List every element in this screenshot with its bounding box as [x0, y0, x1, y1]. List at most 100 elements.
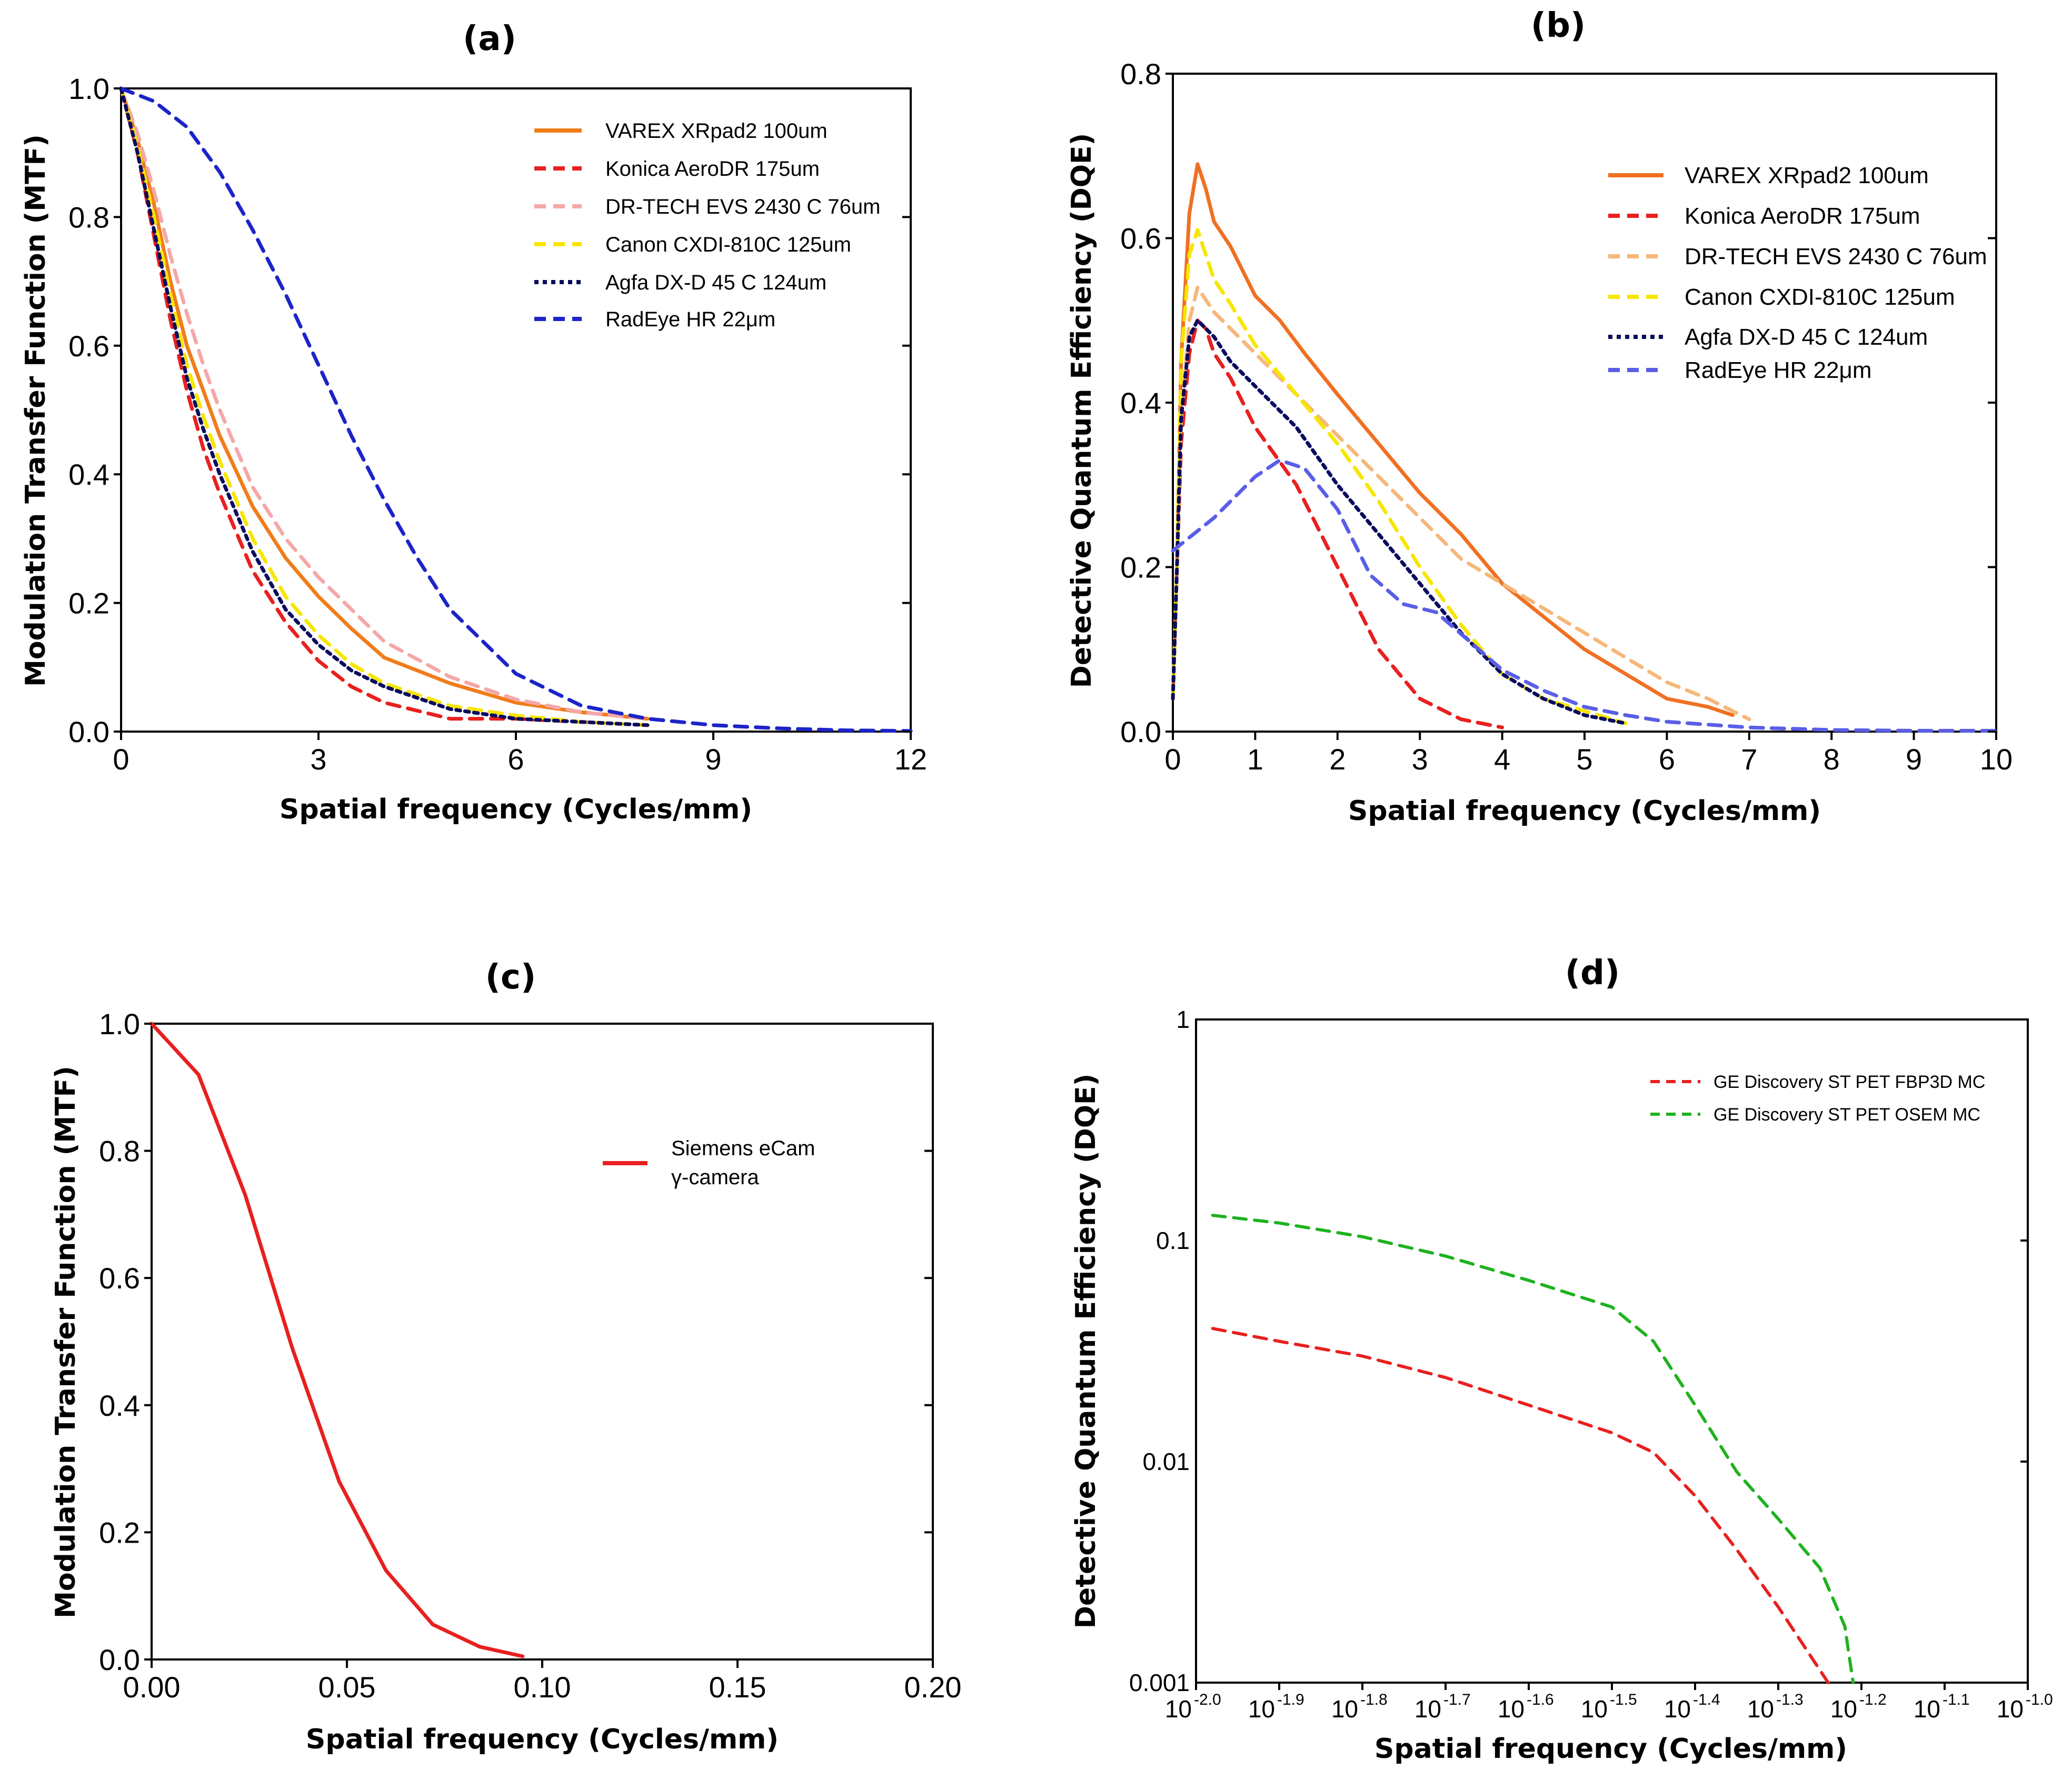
panel-a-y-tick-label-5: 1.0 [68, 72, 109, 105]
panel-d-x-axis-label: Spatial frequency (Cycles/mm) [1374, 1733, 1847, 1765]
panel-a-x-tick-label-1: 3 [310, 743, 326, 776]
panel-b-series-line-0 [1171, 162, 1735, 717]
panel-a-x-tick-label-2: 6 [507, 743, 524, 776]
panel-b-series-line-5 [1171, 458, 1998, 733]
panel-d-y-tick-label-2: 0.1 [1156, 1227, 1190, 1254]
panel-a-x-tick-label-4: 12 [894, 743, 927, 776]
panel-d-y-tick-label-3: 1 [1176, 1006, 1190, 1033]
panel-c-x-tick-label-0: 0.00 [123, 1671, 181, 1704]
panel-d-title: (d) [1565, 954, 1620, 993]
legend-a-label-0: VAREX XRpad2 100um [605, 119, 828, 143]
panel-b-series-line-2 [1171, 285, 1751, 722]
panel-d-series-line-1 [1211, 1214, 1855, 1684]
panel-b-y-tick-label-2: 0.4 [1120, 386, 1161, 419]
panel-d-x-tick-label-3: 10 -1.7 [1414, 1691, 1471, 1723]
panel-a-y-tick-label-1: 0.2 [68, 587, 109, 620]
panel-a-x-tick-label-0: 0 [113, 743, 129, 776]
panel-b-series-line-1 [1171, 318, 1505, 729]
legend-d-label-1: GE Discovery ST PET OSEM MC [1714, 1105, 1980, 1125]
panel-a-series-line-5 [119, 86, 913, 733]
panel-b: (b) 0.0 0.2 0.4 0.6 0.8 0 1 2 3 4 5 6 7 8 9 10 Spatial … [1066, 6, 2013, 827]
panel-a-title: (a) [463, 19, 516, 58]
panel-a-series-line-0 [119, 86, 650, 721]
panel-d-y-axis-label: Detective Quantum Efficiency (DQE) [1070, 1074, 1102, 1629]
panel-d-legend: GE Discovery ST PET FBP3D MC GE Discover… [1650, 1072, 1985, 1125]
panel-d-y-tick-label-0: 0.001 [1129, 1669, 1190, 1696]
panel-b-x-tick-label-0: 0 [1164, 743, 1181, 776]
panel-d-x-tick-exponent-4: -1.6 [1527, 1691, 1554, 1708]
legend-b-label-1: Konica AeroDR 175um [1685, 203, 1920, 229]
panel-c: (c) 0.00.20.40.60.81.00.00 0.05 0.10 0.15 0.… [50, 958, 962, 1755]
panel-b-x-tick-label-7: 7 [1741, 743, 1757, 776]
panel-b-x-tick-label-10: 10 [1980, 743, 2013, 776]
panel-a-series [119, 86, 913, 733]
panel-b-ticks: 0.0 0.2 0.4 0.6 0.8 0 1 2 3 4 5 6 7 8 9 10 [1120, 57, 2013, 776]
panel-d-x-tick-exponent-0: -2.0 [1194, 1691, 1221, 1708]
panel-a-x-tick-label-3: 9 [705, 743, 721, 776]
panel-d-x-tick-exponent-5: -1.5 [1610, 1691, 1637, 1708]
panel-b-x-tick-label-3: 3 [1412, 743, 1428, 776]
panel-d-x-tick-label-2: 10 -1.8 [1331, 1691, 1388, 1723]
panel-d-x-tick-base-3: 10 [1414, 1695, 1441, 1723]
panel-a-y-tick-label-2: 0.4 [68, 458, 109, 491]
panel-d-x-tick-exponent-7: -1.3 [1776, 1691, 1804, 1708]
panel-d-x-tick-exponent-3: -1.7 [1443, 1691, 1471, 1708]
legend-a-label-1: Konica AeroDR 175um [605, 157, 820, 181]
panel-d-x-tick-base-5: 10 [1581, 1695, 1608, 1723]
panel-c-legend: Siemens eCam γ-camera [603, 1137, 815, 1189]
panel-c-y-tick-label-5: 1.0 [99, 1007, 140, 1041]
panel-d-x-tick-exponent-2: -1.8 [1360, 1691, 1388, 1708]
panel-b-series [1171, 162, 1998, 733]
panel-a-series-line-4 [119, 86, 650, 727]
panel-c-x-tick-label-1: 0.05 [318, 1671, 376, 1704]
panel-d-x-tick-label-10: 10 -1.0 [1997, 1691, 2053, 1723]
panel-d-x-tick-label-6: 10 -1.4 [1664, 1691, 1720, 1723]
panel-d-x-tick-base-7: 10 [1747, 1695, 1774, 1723]
legend-c-label-0-line2: γ-camera [671, 1166, 759, 1189]
legend-a-label-2: DR-TECH EVS 2430 C 76um [605, 195, 880, 218]
panel-c-y-tick-label-2: 0.4 [99, 1389, 140, 1422]
panel-c-x-tick-label-2: 0.10 [514, 1671, 571, 1704]
panel-c-y-tick-label-1: 0.2 [99, 1516, 140, 1549]
panel-b-x-tick-label-8: 8 [1824, 743, 1840, 776]
panel-d-x-tick-label-1: 10 -1.9 [1248, 1691, 1304, 1723]
panel-a-series-line-2 [119, 86, 650, 721]
panel-c-x-axis-label: Spatial frequency (Cycles/mm) [306, 1724, 779, 1755]
panel-d-x-tick-label-9: 10 -1.1 [1914, 1691, 1970, 1723]
panel-d-x-tick-base-2: 10 [1331, 1695, 1358, 1723]
panel-d-x-tick-exponent-9: -1.1 [1942, 1691, 1970, 1708]
legend-b-label-0: VAREX XRpad2 100um [1685, 163, 1929, 188]
panel-b-x-tick-label-4: 4 [1494, 743, 1510, 776]
legend-b-label-2: DR-TECH EVS 2430 C 76um [1685, 244, 1987, 269]
panel-a-x-axis-label: Spatial frequency (Cycles/mm) [280, 794, 752, 825]
panel-b-y-tick-label-0: 0.0 [1120, 715, 1161, 748]
panel-d-series-line-0 [1211, 1327, 1830, 1684]
panel-d-x-tick-label-0: 10 -2.0 [1165, 1691, 1221, 1723]
panel-d-x-tick-label-4: 10 -1.6 [1498, 1691, 1554, 1723]
panel-c-plot-frame [151, 1023, 934, 1661]
panel-a-y-axis-label: Modulation Transfer Function (MTF) [20, 134, 52, 687]
panel-b-y-tick-label-1: 0.2 [1120, 551, 1161, 584]
panel-c-series-line-0 [150, 1022, 525, 1658]
legend-d-label-0: GE Discovery ST PET FBP3D MC [1714, 1072, 1985, 1092]
panel-b-title: (b) [1531, 6, 1586, 45]
panel-c-y-tick-label-4: 0.8 [99, 1135, 140, 1168]
panel-b-x-tick-label-1: 1 [1247, 743, 1263, 776]
panel-c-title: (c) [485, 958, 536, 997]
panel-d-x-tick-base-4: 10 [1498, 1695, 1525, 1723]
panel-a: (a) 0.0 0.2 0.4 0.6 0.8 1.0 0 3 6 9 12 Spatial fre… [20, 19, 927, 825]
panel-c-x-tick-label-4: 0.20 [904, 1671, 962, 1704]
panel-b-x-tick-label-5: 5 [1576, 743, 1592, 776]
panel-b-series-line-4 [1171, 318, 1628, 725]
legend-c-label-0: Siemens eCam [671, 1137, 815, 1160]
legend-b-label-5: RadEye HR 22μm [1685, 357, 1871, 383]
panel-a-series-line-1 [119, 86, 650, 727]
panel-b-x-tick-label-9: 9 [1906, 743, 1922, 776]
panel-a-y-tick-label-4: 0.8 [68, 201, 109, 234]
panel-c-y-tick-label-3: 0.6 [99, 1262, 140, 1295]
panel-d-x-tick-label-5: 10 -1.5 [1581, 1691, 1637, 1723]
panel-a-legend: VAREX XRpad2 100um Konica AeroDR 175um D… [534, 119, 880, 331]
